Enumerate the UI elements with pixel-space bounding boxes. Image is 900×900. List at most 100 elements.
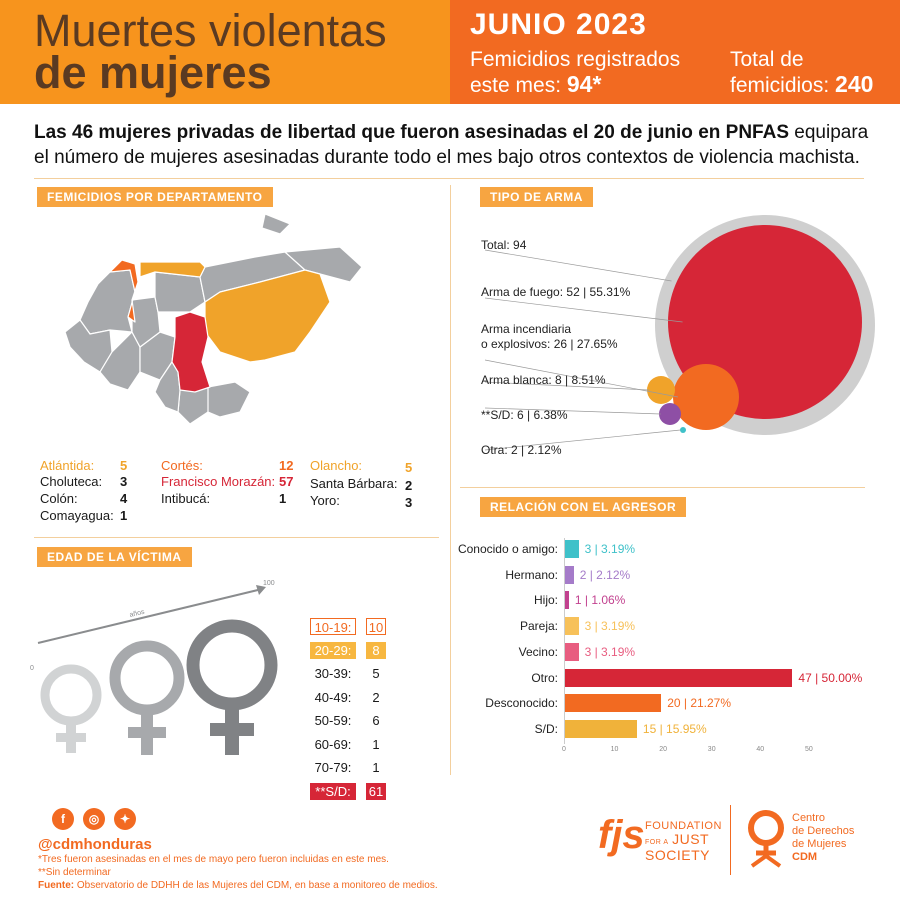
total-femicides-label1: Total de (730, 48, 804, 71)
map-dept-yoro (154, 271, 206, 313)
cdm-line1: Centro (792, 812, 826, 824)
divider-center (450, 185, 451, 775)
age-row-label: 50-59: (314, 713, 352, 728)
weapon-label: Arma de fuego: 52 | 55.31% (481, 285, 630, 300)
weapon-leader-line (484, 429, 681, 451)
total-femicides-value: 240 (835, 71, 874, 97)
dept-value-9: 3 (405, 495, 413, 510)
age-row-label: **S/D: (310, 782, 356, 800)
weapon-value: 94 (513, 238, 527, 252)
divider-left-mid (34, 537, 439, 538)
source-text: Observatorio de DDHH de las Mujeres del … (74, 880, 438, 891)
bar (564, 668, 793, 687)
weapon-leader-line (484, 249, 672, 282)
age-axis-label: años (129, 609, 146, 619)
page-title-line1: Muertes violentas (34, 5, 387, 56)
section-label-departments: FEMICIDIOS POR DEPARTAMENTO (37, 187, 273, 207)
weapon-circle (659, 403, 681, 425)
dept-label-5: Francisco Morazán: (161, 474, 276, 489)
intro-text: Las 46 mujeres privadas de libertad que … (34, 120, 874, 170)
age-row-label: 60-69: (314, 736, 352, 752)
fjs-line1: FOUNDATION (645, 820, 722, 832)
dept-value-7: 5 (405, 460, 413, 475)
weapon-leader-line (484, 407, 661, 415)
page-title-line2: de mujeres (34, 47, 272, 98)
month-femicides-label1: Femicidios registrados (470, 48, 681, 71)
header-right-panel (450, 0, 900, 104)
month-femicides-value: 94* (566, 71, 602, 97)
weapon-label-line2: o explosivos: 26 | 27.65% (481, 337, 618, 352)
bar (564, 642, 579, 661)
bar-category-label: Pareja: (519, 619, 558, 634)
map-dept-choluteca (207, 381, 251, 418)
divider-top (34, 178, 864, 179)
age-row-label: 30-39: (314, 666, 352, 681)
bar-value-label: 47 | 50.00% (798, 670, 863, 685)
age-row-label: 20-29: (310, 641, 356, 659)
footnote-1: *Tres fueron asesinadas en el mes de may… (38, 854, 389, 865)
dept-label-1: Choluteca: (40, 474, 103, 489)
section-label-weapons: TIPO DE ARMA (480, 187, 593, 207)
map-dept-francisco-morazan (171, 311, 211, 393)
dept-value-3: 1 (120, 508, 128, 523)
bar-category-label: Hijo: (533, 593, 558, 608)
age-symbols: años 0 100 (30, 580, 278, 755)
divider-right-mid (460, 487, 865, 488)
dept-value-4: 12 (279, 458, 294, 473)
bar-axis-tick: 0 (562, 745, 566, 753)
female-symbol-large (186, 619, 278, 755)
month-femicides-row: este mes: 94* (470, 72, 680, 98)
weapon-leaders (484, 249, 683, 451)
twitter-icon[interactable]: ✦ (114, 808, 136, 830)
month-femicides: Femicidios registrados este mes: 94* (470, 48, 680, 98)
weapon-circle (673, 364, 739, 430)
weapon-leader-line (484, 381, 650, 391)
age-row-value: 2 (372, 689, 380, 705)
age-axis-arrowhead (256, 585, 266, 595)
bar-category-label: Desconocido: (485, 696, 558, 711)
age-row-value: 61 (366, 782, 386, 800)
age-row-value: 1 (372, 736, 380, 752)
bar (564, 565, 574, 584)
bar-value-label: 3 | 3.19% (584, 542, 636, 556)
instagram-icon[interactable]: ◎ (83, 808, 105, 830)
map-dept-cortes (109, 259, 139, 323)
age-row-value: 8 (366, 641, 386, 659)
weapon-value: 6 | 6.38% (517, 408, 568, 422)
bar-category-label: Otro: (531, 670, 558, 685)
dept-label-9: Yoro: (310, 493, 340, 508)
dept-label-6: Intibucá: (161, 491, 211, 506)
map-islands (261, 213, 291, 235)
age-row-value: 6 (372, 713, 380, 728)
weapon-label: Total: 94 (481, 238, 526, 253)
weapons-chart (484, 215, 875, 451)
female-symbol-medium (109, 640, 185, 755)
weapon-circles (647, 215, 875, 435)
weapon-value: 52 | 55.31% (566, 285, 631, 299)
weapon-leader-line (484, 359, 679, 398)
social-handle[interactable]: @cdmhonduras (38, 836, 152, 853)
total-femicides-row: femicidios: 240 (730, 72, 873, 98)
bar-value-label: 2 | 2.12% (579, 567, 631, 582)
cdm-logo-icon (748, 810, 784, 868)
dept-label-4: Cortés: (161, 458, 203, 473)
bar-axis-tick: 50 (805, 745, 813, 753)
fjs-line2: FOR A JUST (645, 831, 722, 849)
section-label-relation: RELACIÓN CON EL AGRESOR (480, 497, 687, 517)
weapon-label-text: Otra: (481, 443, 508, 457)
female-symbol-small (40, 664, 102, 753)
fjs-line2b: JUST (672, 831, 710, 847)
bar-axis-tick: 40 (756, 745, 765, 753)
weapon-circle (680, 427, 686, 433)
bar-value-label: 20 | 21.27% (667, 696, 732, 711)
dept-value-8: 2 (405, 478, 413, 493)
facebook-icon[interactable]: f (52, 808, 74, 830)
bar (564, 694, 662, 713)
fjs-logo: fjs (598, 813, 645, 857)
bar (564, 591, 569, 610)
age-axis-end: 100 (263, 580, 275, 587)
fjs-line2a: FOR A (645, 839, 669, 846)
map-dept-atlantida (139, 261, 206, 278)
weapon-value: 2 | 2.12% (511, 443, 562, 457)
footnote-2: **Sin determinar (38, 867, 111, 878)
